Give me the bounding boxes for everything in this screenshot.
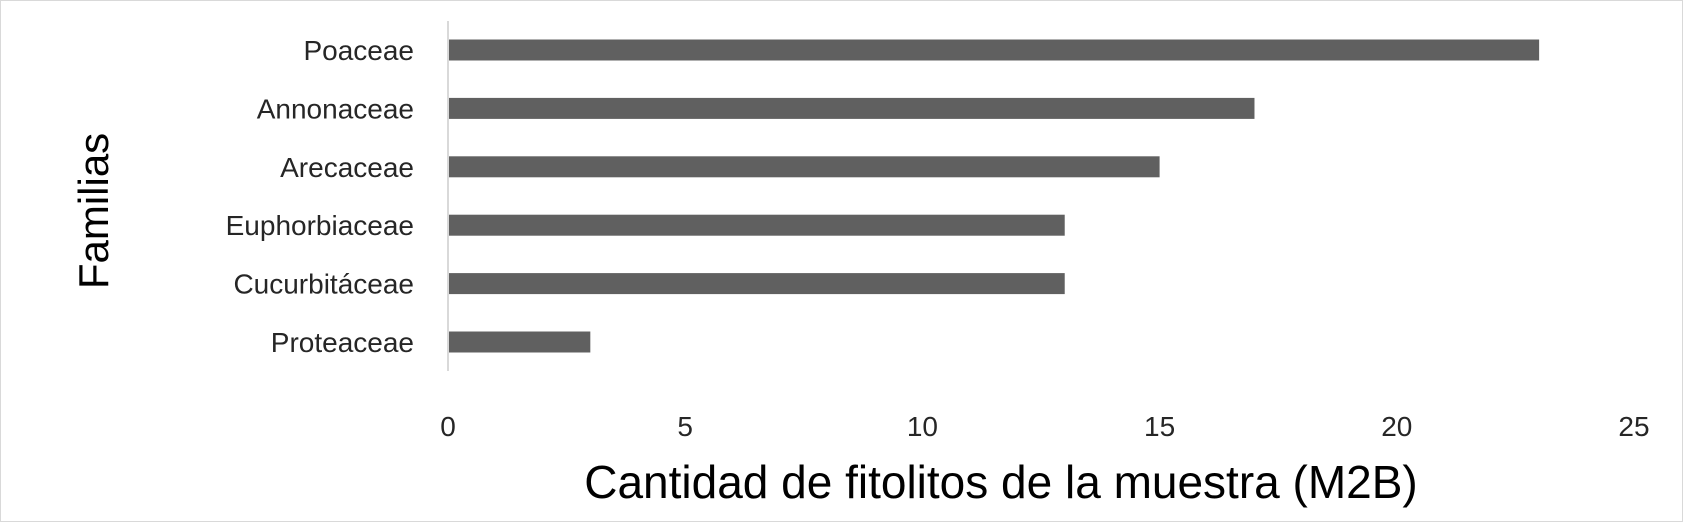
x-tick-label-15: 15 bbox=[1144, 411, 1175, 442]
x-tick-label-20: 20 bbox=[1381, 411, 1412, 442]
category-label-poaceae: Poaceae bbox=[303, 35, 414, 66]
category-label-cucurbitaceae: Cucurbitáceae bbox=[233, 269, 414, 300]
x-tick-label-25: 25 bbox=[1618, 411, 1649, 442]
bars-layer bbox=[448, 39, 1540, 353]
category-label-euphorbiaceae: Euphorbiaceae bbox=[226, 210, 414, 241]
category-label-proteaceae: Proteaceae bbox=[271, 327, 414, 358]
x-axis-title: Cantidad de fitolitos de la muestra (M2B… bbox=[584, 456, 1418, 508]
bar-cucurbitaceae bbox=[448, 273, 1065, 295]
category-labels: Poaceae Annonaceae Arecaceae Euphorbiaceae C… bbox=[226, 35, 414, 358]
x-tick-label-0: 0 bbox=[440, 411, 456, 442]
bar-proteaceae bbox=[448, 331, 591, 353]
x-tick-labels: 0 5 10 15 20 25 bbox=[440, 411, 1649, 442]
bar-poaceae bbox=[448, 39, 1540, 61]
bar-arecaceae bbox=[448, 156, 1160, 178]
x-tick-label-10: 10 bbox=[907, 411, 938, 442]
x-tick-label-5: 5 bbox=[677, 411, 693, 442]
bar-annonaceae bbox=[448, 97, 1255, 119]
y-axis-title: Familias bbox=[70, 133, 117, 289]
category-label-annonaceae: Annonaceae bbox=[257, 93, 414, 124]
category-label-arecaceae: Arecaceae bbox=[280, 152, 414, 183]
bar-euphorbiaceae bbox=[448, 214, 1065, 236]
